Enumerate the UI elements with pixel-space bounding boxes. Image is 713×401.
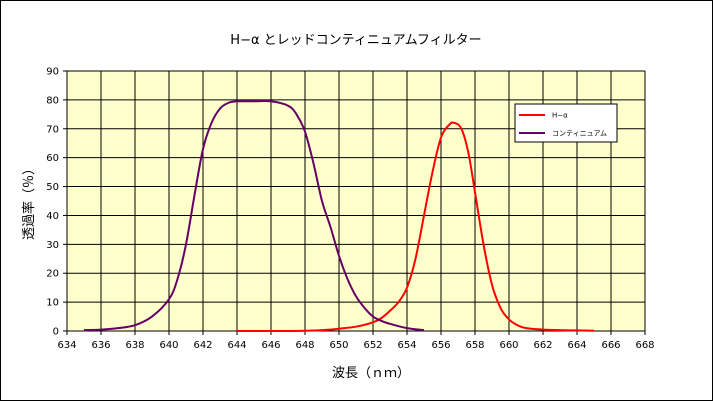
y-tick-label: 20 (46, 269, 59, 280)
y-gridlines (67, 70, 645, 332)
y-tick-label: 70 (46, 124, 59, 135)
y-axis-title: 透過率（％） (21, 162, 37, 240)
x-tick-label: 644 (227, 340, 246, 351)
x-tick-label: 650 (329, 340, 348, 351)
x-tick-label: 668 (635, 340, 654, 351)
legend-box (514, 103, 618, 143)
x-tick-label: 656 (431, 340, 450, 351)
x-tick-label: 664 (567, 340, 586, 351)
y-tick-label: 10 (46, 298, 59, 309)
y-tick-label: 40 (46, 211, 59, 222)
series-line-1 (237, 121, 595, 332)
x-tick-label: 648 (295, 340, 314, 351)
x-tick-label: 658 (465, 340, 484, 351)
y-tick-label: 0 (53, 327, 59, 338)
y-tick-label: 50 (46, 182, 59, 193)
y-tick-label: 60 (46, 153, 59, 164)
x-tick-label: 636 (91, 340, 110, 351)
x-tick-label: 666 (601, 340, 620, 351)
series-line-2 (83, 99, 425, 332)
y-tick-label: 90 (46, 67, 59, 78)
x-tick-label: 640 (159, 340, 178, 351)
x-tick-labels: 634 636 638 640 642 644 646 648 650 652 654 656 658 6… (57, 331, 655, 351)
x-tick-label: 638 (125, 340, 144, 351)
legend: H−α コンティニュアム (514, 103, 618, 143)
x-tick-label: 634 (57, 340, 76, 351)
y-tick-labels: 0 10 20 30 40 50 60 70 80 90 (46, 67, 67, 338)
x-tick-label: 646 (261, 340, 280, 351)
series-lines (83, 99, 595, 332)
x-tick-label: 660 (499, 340, 518, 351)
x-axis-title: 波長（ｎｍ） (332, 366, 410, 381)
legend-label-2: コンティニュアム (552, 130, 607, 138)
y-tick-label: 80 (46, 95, 59, 106)
chart-title: H−α とレッドコンティニュアムフィルター (230, 33, 481, 48)
legend-label-1: H−α (552, 112, 568, 120)
y-tick-label: 30 (46, 240, 59, 251)
x-tick-label: 662 (533, 340, 552, 351)
x-tick-label: 642 (193, 340, 212, 351)
x-tick-label: 654 (397, 340, 416, 351)
x-tick-label: 652 (363, 340, 382, 351)
